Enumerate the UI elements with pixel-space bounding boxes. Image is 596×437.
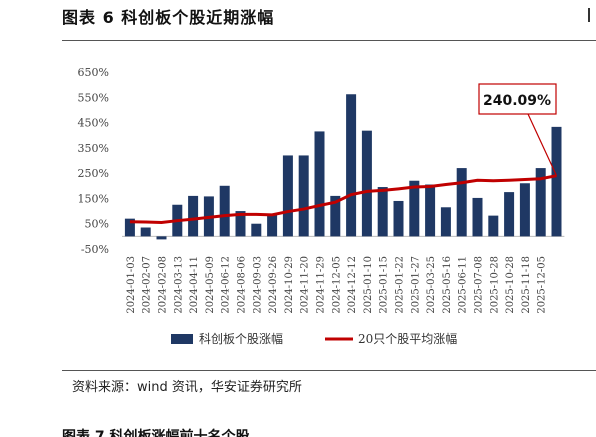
y-tick-label: 350% (78, 142, 109, 155)
x-tick-label: 2024-08-06 (237, 256, 248, 314)
x-tick-label: 2025-07-08 (474, 256, 485, 314)
bar (330, 195, 341, 237)
x-tick-label: 2024-01-03 (126, 256, 137, 314)
bar (346, 94, 357, 237)
bar (456, 168, 467, 237)
bar (298, 155, 309, 237)
x-tick-label: 2025-05-16 (442, 256, 453, 314)
x-tick-label: 2024-10-29 (284, 256, 295, 314)
bar (551, 126, 562, 237)
title-rule (62, 40, 596, 41)
source-rule-top (62, 370, 596, 371)
y-tick-label: 550% (78, 91, 109, 104)
legend: 科创板个股涨幅 20只个股平均涨幅 (171, 331, 457, 346)
x-tick-label: 2024-06-12 (221, 256, 232, 314)
x-tick-label: 2024-04-11 (189, 256, 200, 314)
y-axis: 650% 550% 450% 350% 250% 150% 50% -50% (78, 66, 109, 256)
x-axis: 2024-01-03 2024-02-07 2024-02-08 2024-03-13… (126, 256, 548, 314)
x-tick-label: 2025-10-28 (505, 256, 516, 314)
bar (314, 131, 325, 237)
source-note: 资料来源：wind 资讯，华安证券研究所 (72, 380, 302, 395)
bar (188, 195, 199, 237)
x-tick-label: 2024-09-26 (268, 256, 279, 314)
x-tick-label: 2025-10-28 (489, 256, 500, 314)
y-tick-label: 650% (78, 66, 109, 79)
x-tick-label: 2024-09-03 (252, 256, 263, 314)
bar (124, 218, 135, 237)
callout-pointer (527, 113, 558, 176)
x-tick-label: 2024-11-20 (300, 256, 311, 314)
x-tick-label: 2024-02-07 (142, 256, 153, 314)
x-tick-label: 2024-03-13 (173, 256, 184, 314)
bar-series (124, 94, 562, 240)
bar (219, 185, 230, 237)
callout-box (478, 83, 557, 115)
bar (267, 214, 278, 237)
y-tick-label: 50% (85, 218, 109, 231)
x-tick-label: 2024-05-09 (205, 256, 216, 314)
x-tick-label: 2025-11-18 (521, 256, 532, 314)
y-tick-label: -50% (81, 243, 109, 256)
callout-label: 240.09% (483, 93, 551, 109)
legend-bar-label: 科创板个股涨幅 (199, 331, 283, 346)
bar (235, 211, 246, 237)
callout: 240.09% (478, 83, 558, 176)
bar (156, 236, 167, 240)
bar (472, 197, 483, 237)
next-figure-title: 图表 7 科创板涨幅前十名个股 (62, 429, 250, 437)
x-tick-label: 2025-03-25 (426, 256, 437, 314)
bar (519, 183, 530, 237)
page-title: 图表 6 科创板个股近期涨幅 (62, 8, 275, 27)
x-tick-label: 2024-12-05 (331, 256, 342, 314)
y-tick-label: 150% (78, 192, 109, 205)
bar (377, 187, 388, 237)
bar (409, 180, 420, 237)
legend-line-label: 20只个股平均涨幅 (358, 331, 457, 346)
y-tick-label: 450% (78, 117, 109, 130)
bar (393, 200, 404, 237)
page-edge-mark (588, 8, 590, 22)
bar (361, 130, 372, 237)
y-tick-label: 250% (78, 167, 109, 180)
x-tick-label: 2024-12-12 (347, 256, 358, 314)
x-tick-label: 2024-02-08 (158, 256, 169, 314)
bar (140, 227, 151, 237)
x-tick-label: 2025-06-11 (458, 256, 469, 314)
bar (488, 215, 499, 237)
bar (251, 223, 262, 237)
x-tick-label: 2024-11-29 (316, 256, 327, 314)
x-tick-label: 2025-01-10 (363, 256, 374, 314)
average-line (129, 174, 557, 224)
x-tick-label: 2025-12-05 (537, 256, 548, 314)
bar (440, 207, 451, 237)
bar (535, 168, 546, 237)
x-tick-label: 2025-01-22 (395, 256, 406, 314)
legend-bar-swatch (171, 334, 193, 344)
bar (282, 155, 293, 237)
bar (425, 184, 436, 237)
x-tick-label: 2025-01-27 (410, 256, 421, 314)
bar (504, 192, 515, 237)
x-tick-label: 2025-01-15 (379, 256, 390, 314)
